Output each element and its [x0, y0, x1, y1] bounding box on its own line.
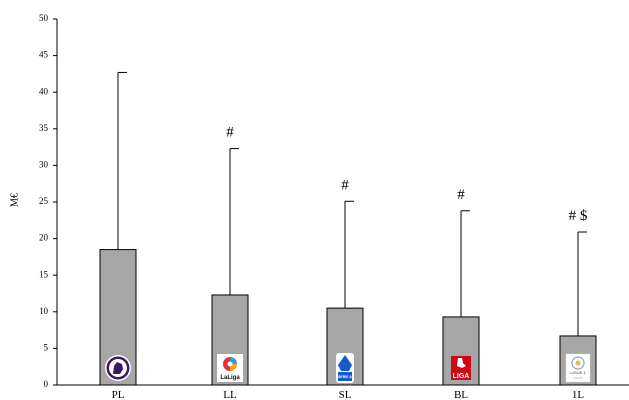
y-tick-label: 0 [44, 379, 49, 389]
bar-group-sl: # SL SERIE A [326, 177, 364, 400]
y-tick-label: 15 [39, 269, 49, 279]
x-tick-label: 1L [572, 389, 585, 400]
svg-text:LaLiga: LaLiga [220, 375, 240, 381]
y-tick-label: 50 [39, 13, 49, 23]
y-tick-label: 20 [39, 233, 49, 243]
laliga-logo: LaLiga [217, 354, 243, 382]
bars: PL # LL LaLiga # SL SERIE A # BL LIGA # $ 1L LIGUE 1 [99, 71, 597, 400]
x-tick-label: BL [454, 389, 468, 400]
y-tick-label: 35 [39, 123, 49, 133]
significance-annotation: # [341, 177, 349, 193]
y-tick-label: 10 [39, 306, 49, 316]
y-axis-label: M€ [9, 193, 20, 207]
serie-a-logo: SERIE A [336, 353, 354, 383]
bar-group-bl: # BL LIGA [442, 187, 480, 400]
x-tick-label: SL [339, 389, 352, 400]
x-tick-label: PL [112, 389, 125, 400]
bar-group-1l: # $ 1L LIGUE 1 [559, 208, 597, 400]
ligue-1-logo: LIGUE 1 [565, 353, 591, 383]
bundesliga-logo: LIGA [451, 356, 471, 380]
y-tick-label: 30 [39, 159, 49, 169]
bar-group-pl: PL [99, 71, 137, 400]
x-tick-label: LL [223, 389, 237, 400]
y-tick-label: 5 [44, 342, 49, 352]
y-axis: 0 5 10 15 20 25 30 35 40 45 50 M€ [9, 13, 58, 389]
svg-text:SERIE A: SERIE A [338, 375, 352, 379]
significance-annotation: # [457, 187, 465, 203]
svg-text:LIGA: LIGA [453, 373, 470, 380]
y-tick-label: 25 [39, 196, 49, 206]
bar-group-ll: # LL LaLiga [211, 125, 249, 400]
premier-league-logo [105, 355, 131, 381]
y-ticks: 0 5 10 15 20 25 30 35 40 45 50 [39, 13, 57, 389]
y-tick-label: 45 [39, 50, 49, 60]
y-tick-label: 40 [39, 86, 49, 96]
svg-text:LIGUE 1: LIGUE 1 [570, 370, 586, 375]
significance-annotation: # [226, 125, 234, 141]
significance-annotation: # $ [569, 208, 588, 224]
